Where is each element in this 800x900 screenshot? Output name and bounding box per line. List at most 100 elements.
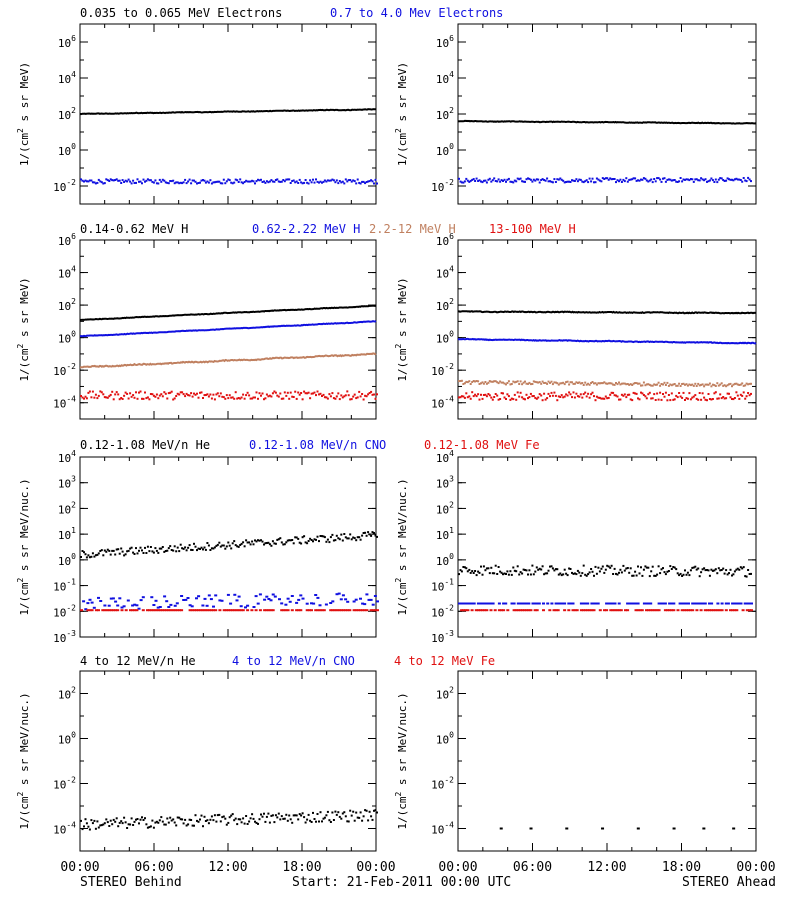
data-point: [472, 380, 475, 382]
data-point: [623, 180, 626, 183]
data-point: [270, 179, 273, 182]
data-point: [538, 393, 541, 396]
data-point: [209, 609, 213, 612]
data-point: [668, 609, 672, 612]
data-point: [606, 382, 609, 385]
data-point: [485, 395, 488, 398]
data-point: [653, 178, 656, 180]
data-point: [747, 602, 751, 605]
data-point: [546, 382, 549, 385]
data-point: [286, 819, 289, 822]
data-point: [212, 393, 215, 396]
data-point: [365, 593, 369, 596]
data-point: [103, 822, 106, 825]
data-point: [164, 181, 167, 184]
data-point: [93, 181, 96, 184]
data-point: [297, 391, 300, 394]
data-point: [99, 180, 102, 183]
data-point: [631, 574, 634, 577]
data-point: [460, 602, 464, 605]
data-point: [139, 180, 142, 183]
data-point: [190, 392, 193, 395]
data-point: [273, 821, 276, 824]
data-point: [271, 540, 274, 543]
data-point: [258, 179, 261, 182]
data-point: [175, 609, 179, 612]
data-point: [601, 565, 604, 568]
data-point: [741, 609, 745, 612]
data-point: [298, 393, 301, 396]
data-point: [644, 395, 647, 398]
data-point: [150, 596, 154, 599]
data-point: [335, 395, 338, 398]
data-point: [628, 602, 632, 605]
data-point: [230, 814, 233, 817]
data-point: [606, 564, 609, 567]
data-point: [87, 825, 90, 828]
data-point: [333, 609, 337, 612]
data-point: [88, 609, 92, 612]
series-title: 0.12-1.08 MeV Fe: [424, 438, 540, 452]
data-point: [660, 180, 663, 183]
data-point: [581, 572, 584, 575]
data-point: [519, 391, 522, 394]
data-point: [326, 179, 329, 182]
data-point: [203, 597, 207, 600]
data-point: [239, 609, 243, 612]
data-point: [157, 397, 160, 400]
data-point: [469, 571, 472, 574]
data-point: [192, 609, 196, 612]
series-title: 4 to 12 MeV Fe: [394, 654, 495, 668]
data-point: [637, 382, 639, 385]
data-point: [549, 180, 551, 183]
data-point: [698, 384, 701, 387]
data-point: [741, 567, 744, 570]
data-point: [503, 396, 506, 399]
data-point: [199, 548, 201, 550]
y-axis-label: 1/(cm2 s sr MeV/nuc.): [16, 478, 31, 615]
data-point: [628, 571, 631, 574]
data-point: [714, 568, 717, 571]
data-point: [601, 177, 604, 180]
data-point: [620, 382, 623, 385]
data-point: [645, 602, 648, 605]
data-point: [85, 397, 88, 400]
data-point: [550, 565, 553, 568]
data-point: [136, 818, 139, 820]
data-point: [463, 180, 466, 183]
data-point: [154, 395, 157, 398]
data-point: [729, 178, 732, 181]
data-point: [713, 392, 716, 395]
data-point: [521, 572, 524, 575]
data-point: [197, 396, 200, 399]
data-point: [236, 823, 239, 826]
data-point: [687, 602, 690, 605]
data-point: [80, 609, 83, 612]
data-point: [551, 383, 554, 386]
data-point: [711, 398, 714, 400]
data-point: [361, 180, 364, 183]
data-point: [625, 567, 628, 570]
data-point: [100, 391, 103, 394]
data-point: [534, 396, 537, 399]
data-point: [624, 609, 627, 612]
data-point: [663, 395, 666, 398]
data-point: [623, 569, 626, 572]
data-point: [714, 391, 717, 394]
data-point: [569, 393, 572, 396]
data-point: [510, 180, 513, 183]
data-point: [522, 568, 525, 571]
series-title: 2.2-12 MeV H: [369, 222, 456, 236]
data-point: [560, 574, 563, 577]
data-point: [563, 181, 566, 184]
data-point: [600, 567, 603, 570]
data-point: [101, 609, 105, 612]
data-point: [739, 393, 742, 396]
data-point: [135, 604, 139, 607]
data-point: [706, 180, 708, 183]
data-point: [625, 396, 628, 399]
data-point: [165, 600, 169, 603]
data-point: [544, 398, 547, 401]
data-point: [581, 382, 584, 384]
data-point: [304, 821, 307, 824]
